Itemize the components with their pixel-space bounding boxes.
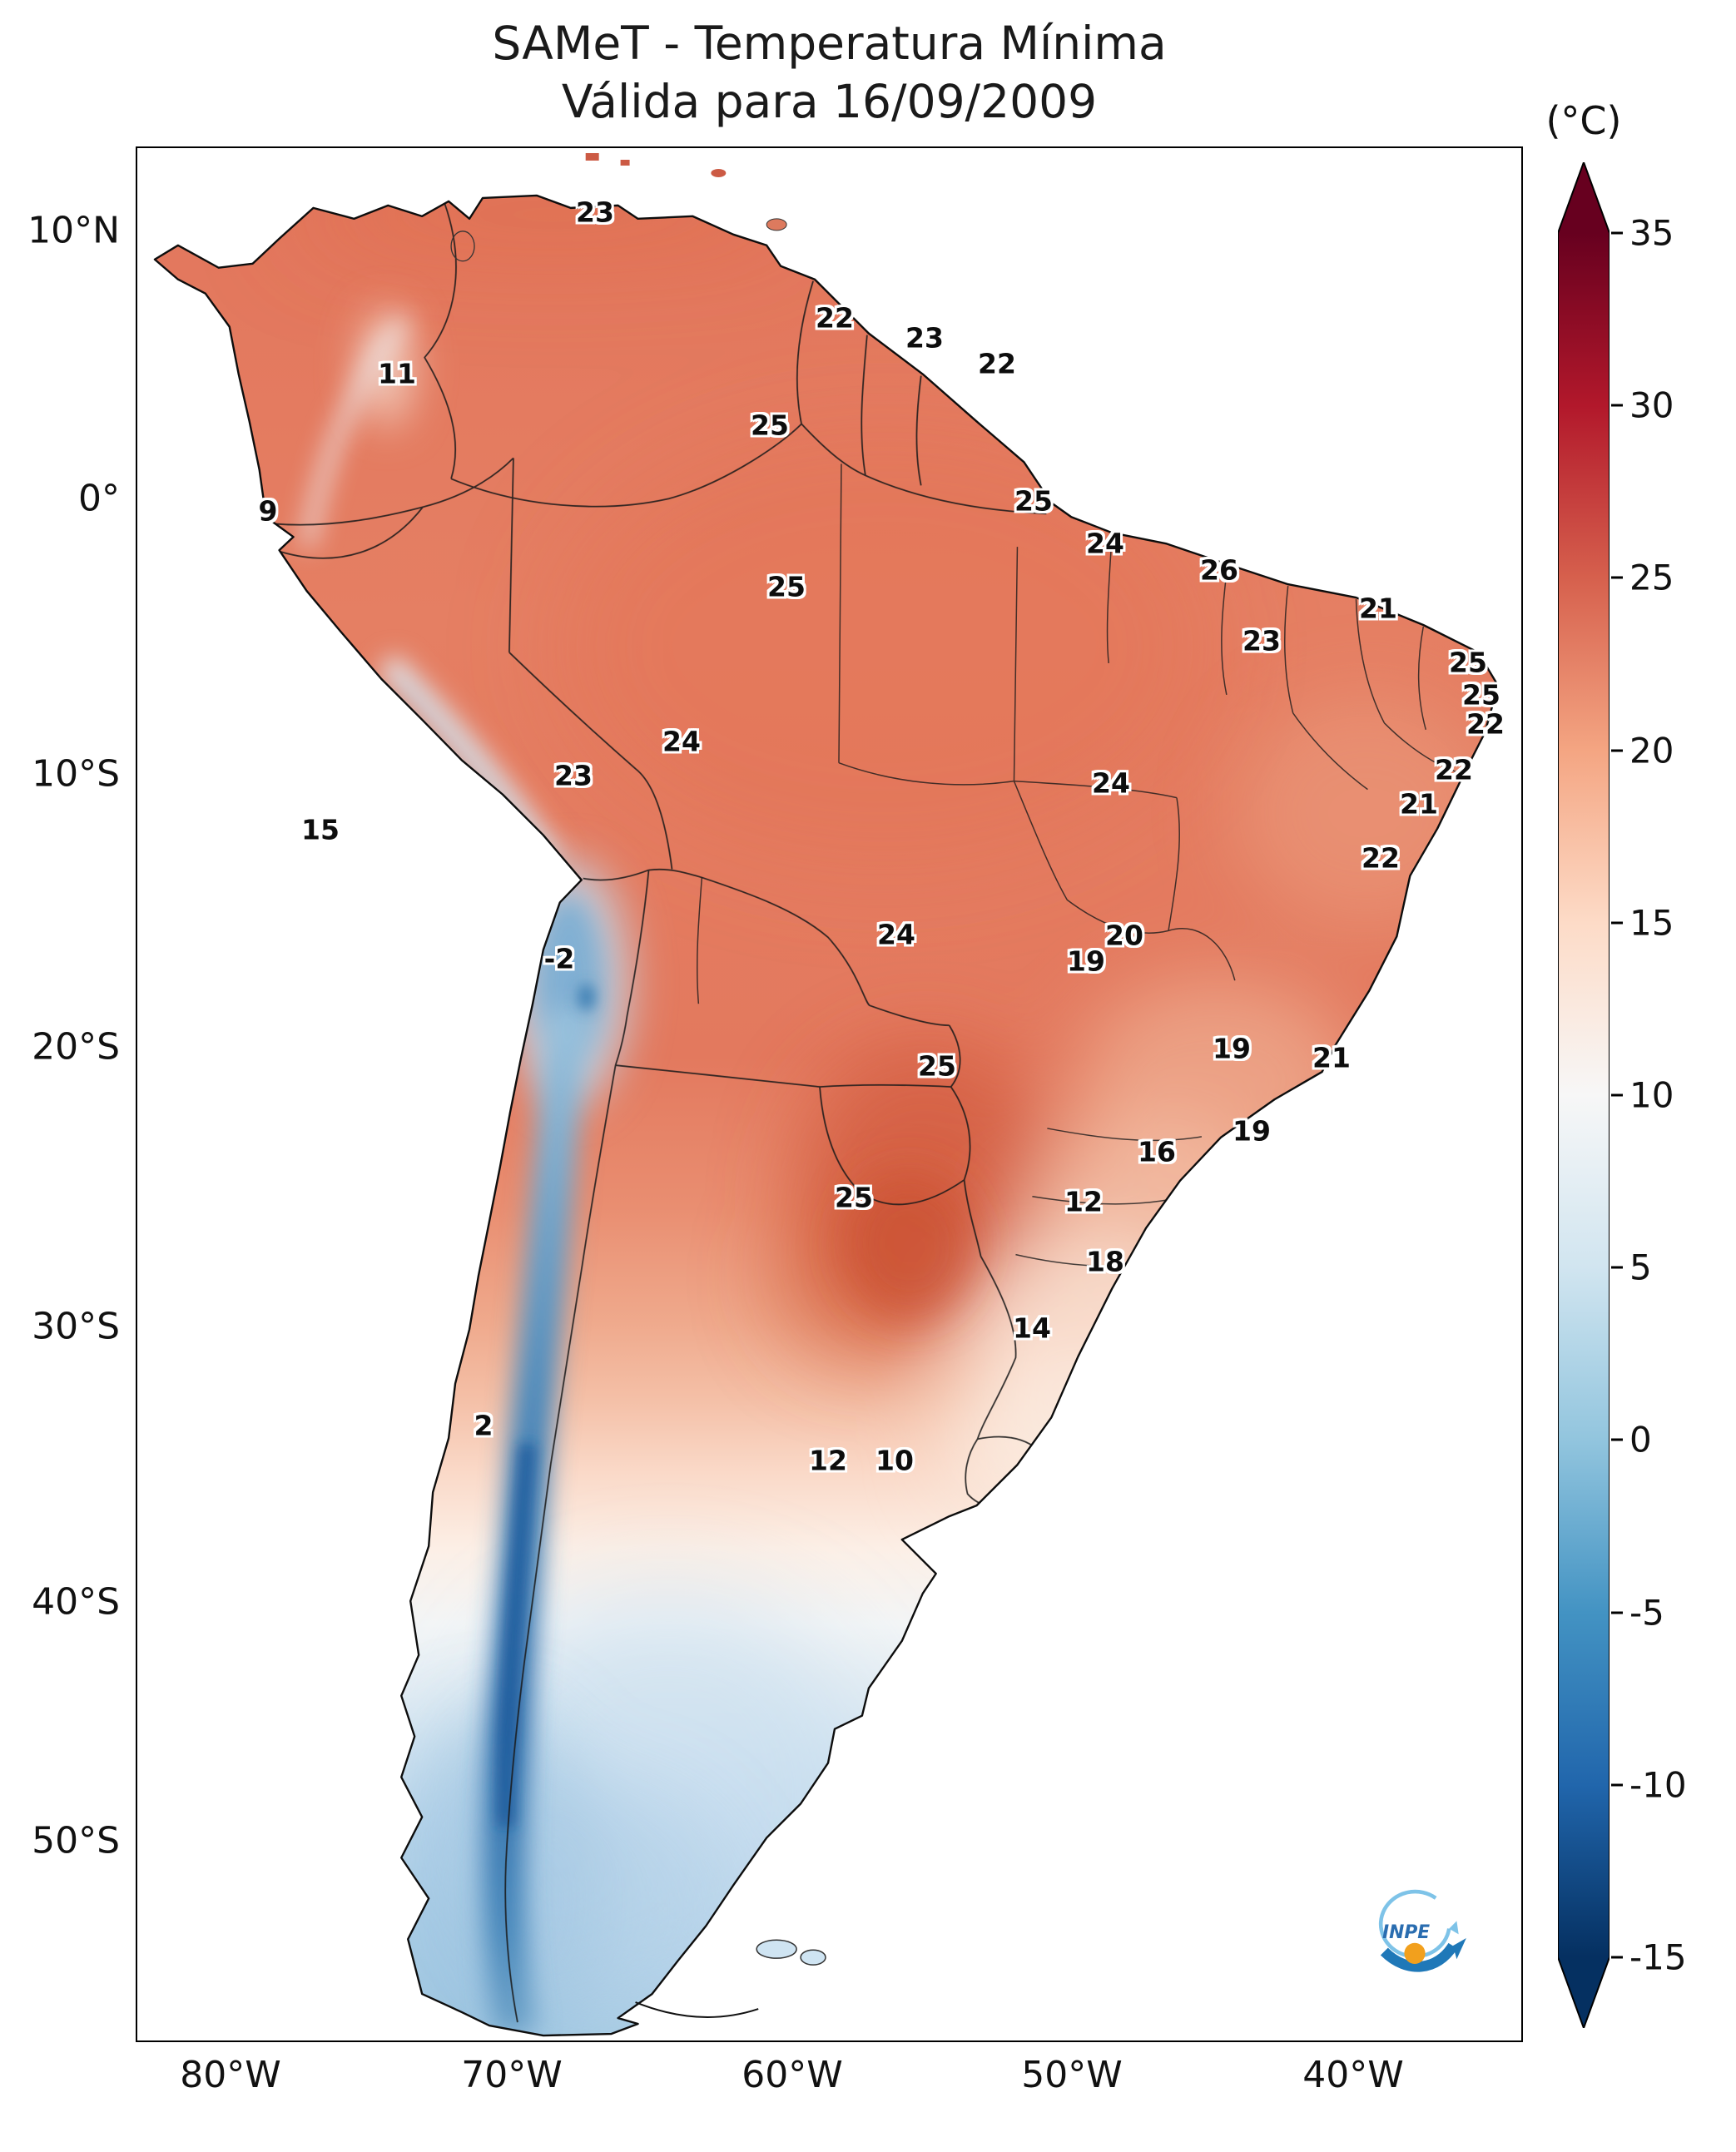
national-borders	[271, 202, 1048, 2023]
colorbar-tick-mark	[1611, 1093, 1623, 1097]
colorbar-tick-label: 15	[1629, 902, 1674, 944]
colorbar-tick-mark	[1611, 576, 1623, 579]
colorbar	[1558, 162, 1610, 2028]
colorbar-tick-label: 30	[1629, 384, 1674, 426]
lon-tick-label: 70°W	[461, 2054, 563, 2096]
colorbar-tick-mark	[1611, 404, 1623, 407]
title-line-1: SAMeT - Temperatura Mínima	[492, 17, 1167, 70]
south-america-map	[153, 152, 1500, 2037]
colorbar-tick-label: 10	[1629, 1074, 1674, 1116]
inpe-arrow-icon	[1380, 1942, 1458, 1972]
inpe-logo: INPE	[1378, 1889, 1466, 1972]
lat-tick-label: 50°S	[32, 1819, 120, 1862]
lon-tick-label: 40°W	[1302, 2054, 1404, 2096]
inpe-logo-text: INPE	[1382, 1922, 1430, 1943]
lon-tick-label: 60°W	[742, 2054, 843, 2096]
colorbar-tick-mark	[1611, 1266, 1623, 1269]
latitude-axis: 10°N 0° 10°S 20°S 30°S 40°S 50°S	[0, 0, 125, 2152]
map-frame: 23 22 23 22 25 11 9 25 24 26 25 21 23 25 25 22 24 22 23 24 2…	[136, 146, 1523, 2042]
lat-tick-label: 40°S	[32, 1580, 120, 1624]
lon-tick-label: 80°W	[180, 2054, 281, 2096]
chart-title: SAMeT - Temperatura Mínima Válida para 1…	[136, 15, 1523, 131]
colorbar-tick-mark	[1611, 1438, 1623, 1441]
lat-tick-label: 10°N	[27, 209, 120, 252]
inpe-orbit-icon	[1378, 1889, 1451, 1959]
state-borders	[696, 464, 1460, 1267]
lon-tick-label: 50°W	[1021, 2054, 1123, 2096]
colorbar-tick-label: -15	[1629, 1936, 1687, 1978]
inpe-dot-icon	[1404, 1942, 1426, 1964]
lat-tick-label: 0°	[78, 477, 120, 520]
colorbar-tick-label: 0	[1629, 1419, 1652, 1460]
colorbar-bar	[1558, 162, 1610, 2028]
colorbar-tick-mark	[1611, 1956, 1623, 1959]
title-line-2: Válida para 16/09/2009	[561, 74, 1098, 128]
magellan-strait-line	[635, 2001, 759, 2018]
lat-tick-label: 30°S	[32, 1305, 120, 1348]
longitude-axis: 80°W 70°W 60°W 50°W 40°W	[0, 2054, 1736, 2112]
colorbar-tick-label: 20	[1629, 730, 1674, 771]
southern-islands	[756, 1939, 826, 1966]
colorbar-tick-mark	[1611, 1783, 1623, 1787]
colorbar-tick-label: 5	[1629, 1247, 1652, 1288]
colorbar-tick-label: 25	[1629, 557, 1674, 598]
caribbean-islands	[450, 152, 787, 262]
colorbar-tick-label: 35	[1629, 212, 1674, 254]
colorbar-tick-mark	[1611, 921, 1623, 925]
lat-tick-label: 10°S	[32, 752, 120, 796]
colorbar-tick-mark	[1611, 1611, 1623, 1614]
colorbar-tick-label: -10	[1629, 1764, 1687, 1806]
colorbar-tick-label: -5	[1629, 1592, 1664, 1634]
colorbar-tick-mark	[1611, 231, 1623, 235]
lat-tick-label: 20°S	[32, 1025, 120, 1069]
colorbar-tick-mark	[1611, 749, 1623, 752]
coastline	[153, 194, 1500, 2037]
colorbar-unit-label: (°C)	[1545, 98, 1622, 143]
